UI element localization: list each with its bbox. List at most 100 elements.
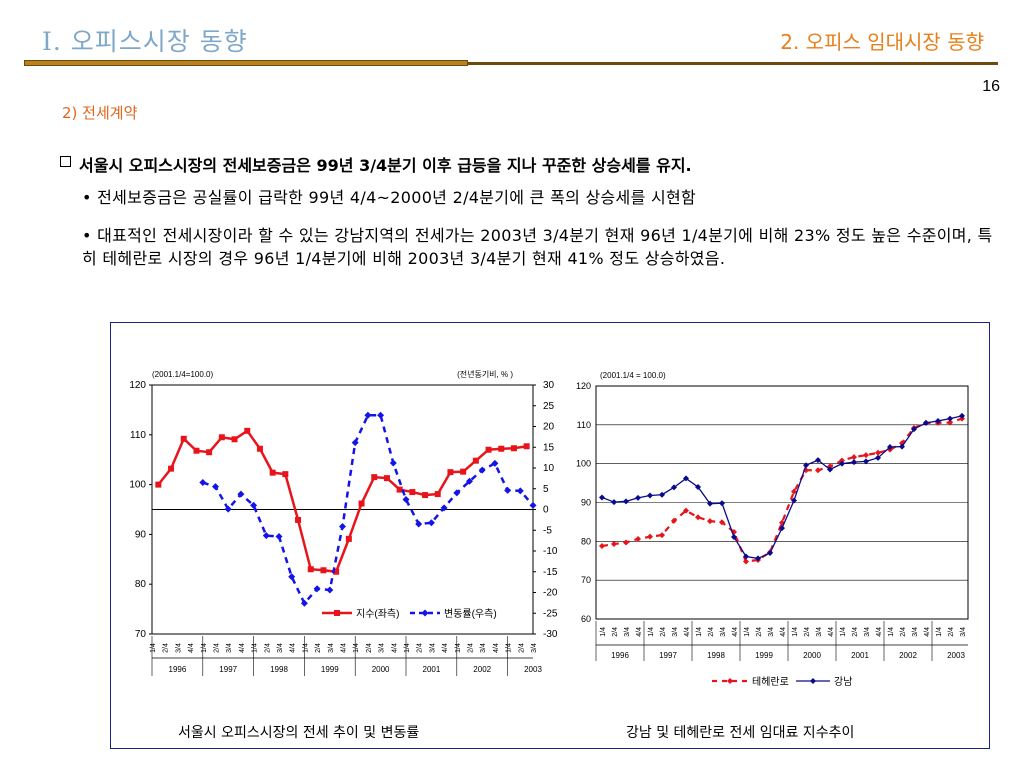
left-ytick-label: 90 bbox=[135, 529, 147, 540]
change-point bbox=[250, 501, 258, 509]
left-quarter-label: 3/4 bbox=[480, 643, 487, 653]
main-point: 서울시 오피스시장의 전세보증금은 99년 3/4분기 이후 급등을 지나 꾸준… bbox=[60, 152, 692, 176]
index-point bbox=[409, 489, 416, 496]
right-ytick-label: 80 bbox=[581, 536, 591, 546]
right-ytick-label: 70 bbox=[581, 575, 591, 585]
legend-change-label: 변동률(우측) bbox=[444, 608, 497, 620]
right-quarter-label: 4/4 bbox=[780, 627, 787, 637]
right-quarter-label: 4/4 bbox=[876, 627, 883, 637]
left-chart-right-ytick-label: -25 bbox=[543, 608, 558, 619]
right-ytick-label: 110 bbox=[577, 420, 591, 430]
right-quarter-label: 3/4 bbox=[624, 627, 631, 637]
gangnam-point bbox=[767, 549, 773, 556]
change-point bbox=[199, 479, 207, 487]
left-quarter-label: 4/4 bbox=[341, 643, 348, 653]
left-chart-note-right: (전년동기비, % ) bbox=[457, 369, 513, 379]
right-quarter-label: 2/4 bbox=[804, 627, 811, 637]
right-quarter-label: 3/4 bbox=[912, 627, 919, 637]
left-quarter-label: 2/4 bbox=[417, 643, 424, 653]
gangnam-point bbox=[911, 426, 917, 433]
legend-index-marker bbox=[334, 610, 340, 616]
left-chart-right-ytick-label: 20 bbox=[543, 422, 555, 433]
index-point bbox=[282, 471, 289, 478]
teheran-point bbox=[671, 517, 677, 524]
gangnam-point bbox=[719, 500, 725, 507]
change-point bbox=[529, 501, 537, 509]
index-point bbox=[320, 567, 327, 574]
right-quarter-label: 3/4 bbox=[768, 627, 775, 637]
index-series-line bbox=[157, 429, 527, 574]
change-point bbox=[351, 439, 359, 447]
change-point bbox=[339, 523, 346, 531]
main-point-text: 서울시 오피스시장의 전세보증금은 99년 3/4분기 이후 급등을 지나 꾸준… bbox=[79, 156, 692, 175]
teheran-point bbox=[839, 457, 845, 464]
gangnam-point bbox=[815, 457, 821, 464]
right-quarter-label: 1/4 bbox=[696, 627, 703, 637]
left-quarter-label: 4/4 bbox=[391, 643, 398, 653]
teheran-point bbox=[791, 488, 797, 495]
left-quarter-label: 4/4 bbox=[188, 643, 195, 653]
teheran-point bbox=[683, 507, 689, 514]
left-quarter-label: 1/4 bbox=[455, 643, 462, 653]
right-year-label: 1998 bbox=[707, 651, 725, 660]
left-quarter-label: 1/4 bbox=[252, 643, 259, 653]
teheran-point bbox=[695, 514, 701, 521]
gangnam-point bbox=[635, 494, 641, 501]
change-point bbox=[389, 459, 397, 467]
header-rule-thin bbox=[468, 62, 998, 65]
index-point bbox=[193, 447, 200, 454]
index-point bbox=[396, 486, 403, 493]
left-chart-right-ytick-label: 0 bbox=[543, 505, 549, 516]
checkbox-bullet-icon bbox=[60, 156, 71, 167]
left-year-label: 2002 bbox=[473, 665, 491, 674]
right-quarter-label: 3/4 bbox=[672, 627, 679, 637]
right-quarter-label: 1/4 bbox=[744, 627, 751, 637]
right-year-label: 2002 bbox=[899, 651, 917, 660]
gangnam-point bbox=[707, 500, 713, 507]
left-quarter-label: 4/4 bbox=[442, 643, 449, 653]
left-chart-caption: 서울시 오피스시장의 전세 추이 및 변동률 bbox=[178, 725, 420, 741]
index-point bbox=[523, 443, 530, 450]
right-quarter-label: 3/4 bbox=[816, 627, 823, 637]
teheran-series-line bbox=[601, 417, 963, 563]
left-chart-right-ytick-label: -15 bbox=[543, 567, 558, 578]
right-quarter-label: 1/4 bbox=[888, 627, 895, 637]
change-point bbox=[377, 411, 385, 419]
index-point bbox=[434, 491, 441, 498]
index-point bbox=[180, 435, 187, 442]
teheran-point bbox=[707, 518, 713, 525]
left-year-label: 2003 bbox=[524, 665, 542, 674]
left-quarter-label: 2/4 bbox=[366, 643, 373, 653]
left-quarter-label: 3/4 bbox=[226, 643, 233, 653]
legend-teheran-marker bbox=[727, 678, 733, 684]
left-year-label: 2000 bbox=[372, 665, 390, 674]
right-quarter-label: 4/4 bbox=[924, 627, 931, 637]
right-ytick-label: 90 bbox=[581, 498, 591, 508]
change-point bbox=[326, 586, 334, 594]
left-ytick-label: 110 bbox=[130, 430, 146, 441]
right-year-label: 2001 bbox=[851, 651, 869, 660]
change-point bbox=[440, 504, 448, 512]
gangnam-point bbox=[671, 484, 677, 491]
left-quarter-label: 1/4 bbox=[201, 643, 208, 653]
gangnam-point bbox=[695, 483, 701, 490]
subheading: 2) 전세계약 bbox=[62, 104, 138, 122]
index-point bbox=[460, 468, 467, 475]
gangnam-point bbox=[851, 459, 857, 466]
index-point bbox=[206, 449, 213, 456]
right-year-label: 1996 bbox=[611, 651, 629, 660]
left-chart-right-ytick-label: 15 bbox=[543, 442, 555, 453]
index-point bbox=[510, 445, 517, 452]
left-chart-right-ytick-label: 25 bbox=[543, 401, 555, 412]
teheran-point bbox=[851, 454, 857, 461]
right-quarter-label: 1/4 bbox=[792, 627, 799, 637]
gangnam-point bbox=[923, 419, 929, 426]
left-chart-right-ytick-label: -20 bbox=[543, 588, 558, 599]
right-quarter-label: 2/4 bbox=[756, 627, 763, 637]
left-quarter-label: 2/4 bbox=[518, 643, 525, 653]
left-ytick-label: 120 bbox=[129, 380, 146, 391]
right-quarter-label: 2/4 bbox=[708, 627, 715, 637]
right-quarter-label: 2/4 bbox=[948, 627, 955, 637]
gangnam-point bbox=[659, 491, 665, 498]
left-chart-right-ytick-label: 10 bbox=[543, 463, 555, 474]
